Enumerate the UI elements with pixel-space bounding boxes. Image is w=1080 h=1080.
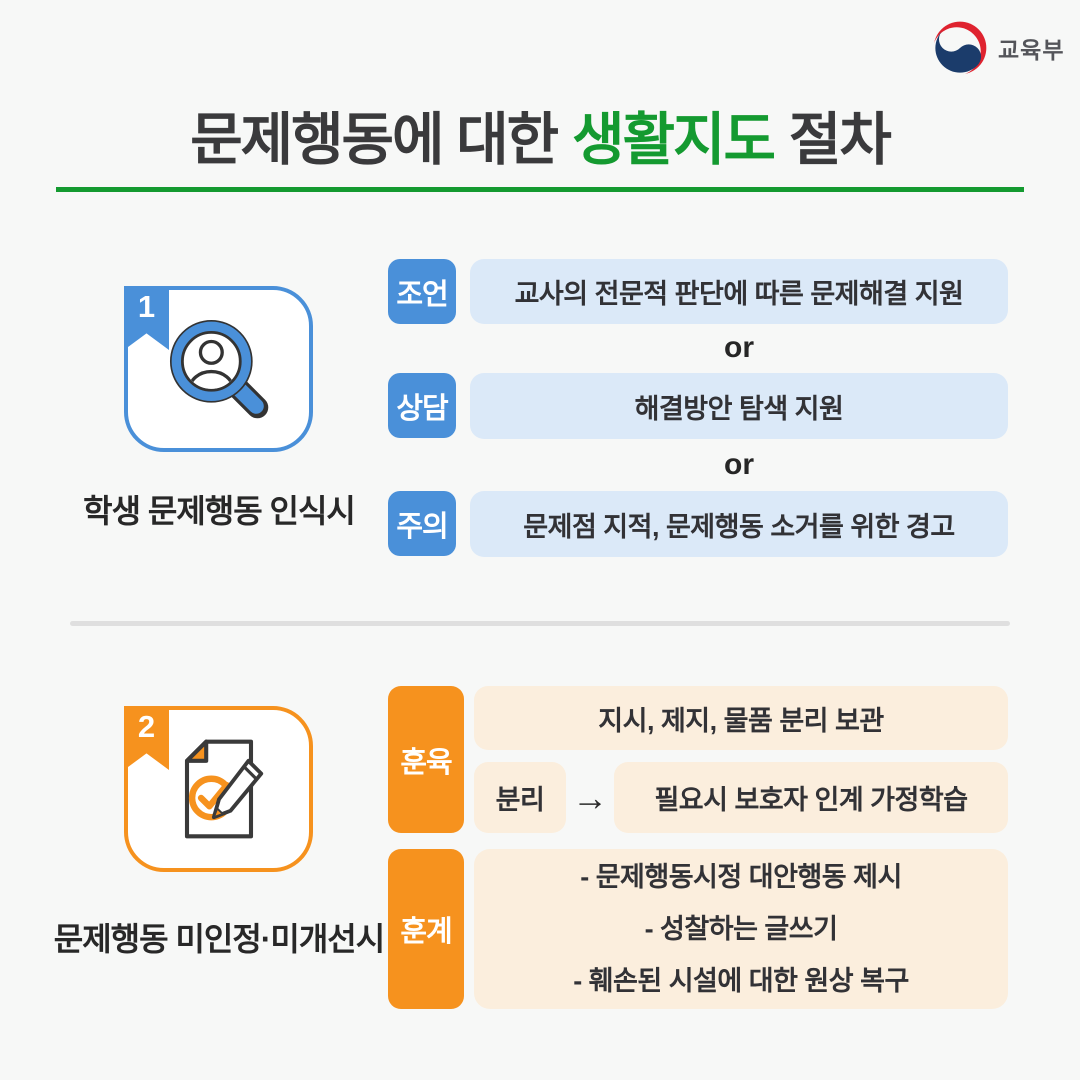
separation-result-box: 필요시 보호자 인계 가정학습 xyxy=(614,762,1008,833)
reprimand-item: - 성찰하는 글쓰기 xyxy=(644,914,838,944)
reprimand-item: - 훼손된 시설에 대한 원상 복구 xyxy=(573,966,909,996)
document-check-pencil-icon xyxy=(155,725,283,853)
tag-counsel: 상담 xyxy=(388,373,456,438)
reprimand-box: - 문제행동시정 대안행동 제시 - 성찰하는 글쓰기 - 훼손된 시설에 대한… xyxy=(474,849,1008,1009)
advice-box: 교사의 전문적 판단에 따른 문제해결 지원 xyxy=(470,259,1008,324)
tag-discipline: 훈육 xyxy=(388,686,464,833)
ministry-logo: 교육부 xyxy=(932,20,1064,76)
counsel-box: 해결방안 탐색 지원 xyxy=(470,373,1008,439)
magnifier-person-icon xyxy=(155,305,283,433)
step1-ribbon-badge: 1 xyxy=(124,286,169,350)
title-prefix: 문제행동에 대한 xyxy=(190,108,559,172)
step2-caption: 문제행동 미인정·미개선시 xyxy=(53,921,385,957)
right-arrow-icon: → xyxy=(572,776,608,818)
tag-caution: 주의 xyxy=(388,491,456,556)
or-connector-2: or xyxy=(724,448,754,481)
page-title: 문제행동에 대한 생활지도 절차 xyxy=(0,94,1080,176)
ministry-name: 교육부 xyxy=(998,37,1065,63)
tag-advice: 조언 xyxy=(388,259,456,324)
step2-icon-card: 2 xyxy=(124,706,313,872)
step2-number: 2 xyxy=(137,709,156,744)
title-underline xyxy=(56,187,1024,192)
separation-box: 분리 xyxy=(474,762,566,833)
step2-ribbon-badge: 2 xyxy=(124,706,169,770)
korea-gov-emblem-icon xyxy=(932,20,988,76)
step1-icon-card: 1 xyxy=(124,286,313,452)
reprimand-item: - 문제행동시정 대안행동 제시 xyxy=(580,862,902,892)
tag-reprimand: 훈계 xyxy=(388,849,464,1009)
step1-number: 1 xyxy=(137,289,156,324)
title-suffix: 절차 xyxy=(788,108,892,172)
discipline-box: 지시, 제지, 물품 분리 보관 xyxy=(474,686,1008,750)
step1-caption: 학생 문제행동 인식시 xyxy=(83,493,356,529)
or-connector-1: or xyxy=(724,331,754,364)
title-highlight: 생활지도 xyxy=(572,108,776,172)
caution-box: 문제점 지적, 문제행동 소거를 위한 경고 xyxy=(470,491,1008,557)
section-divider xyxy=(70,621,1010,626)
